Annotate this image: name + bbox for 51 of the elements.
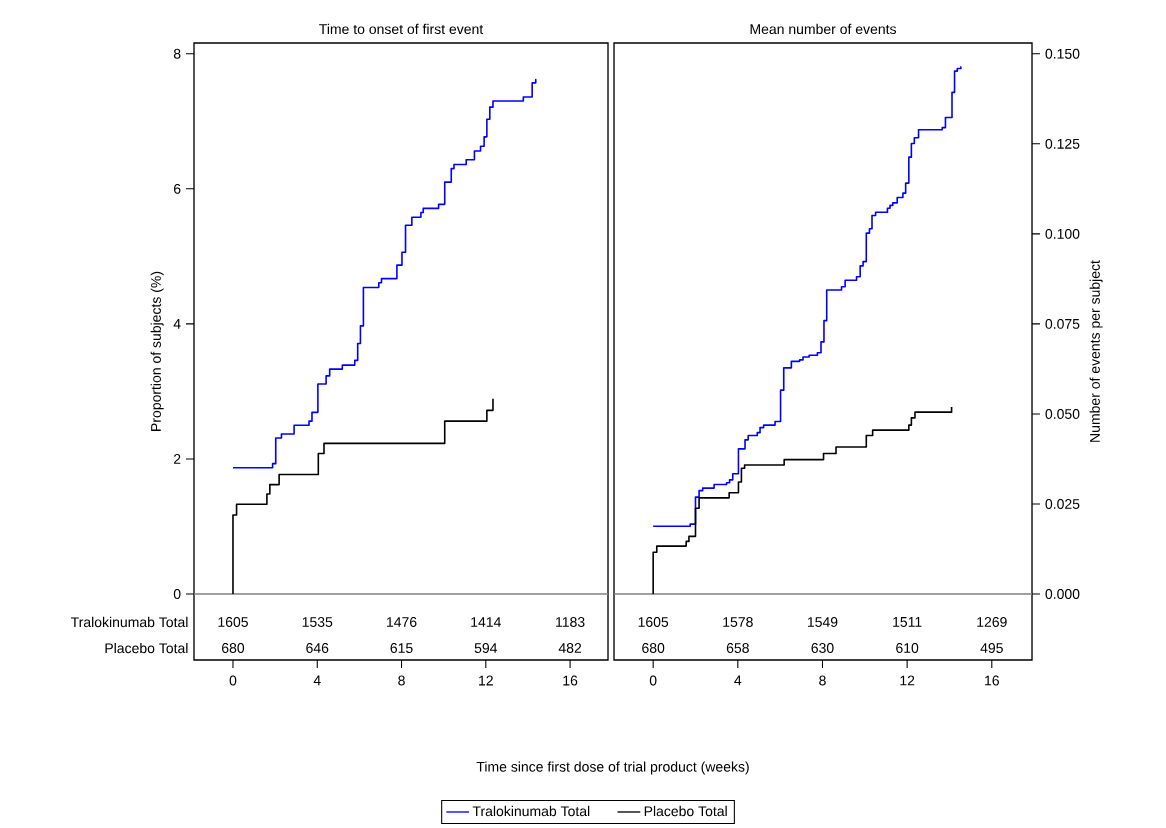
y-tick-label: 0.000 (1045, 589, 1080, 599)
chart-title: Time to onset of first event (319, 23, 484, 35)
y-axis-title: Number of events per subject (1089, 260, 1103, 442)
text: 680 (222, 643, 245, 653)
legend-label: Placebo Total (644, 805, 727, 817)
text: 1605 (638, 617, 669, 627)
x-tick-label: 0 (649, 675, 657, 686)
text: 615 (390, 643, 413, 653)
chart-title: Mean number of events (750, 23, 897, 35)
y-tick-label: 8 (173, 48, 181, 59)
text: 1269 (977, 617, 1007, 627)
x-tick-label: 12 (900, 675, 915, 686)
x-tick-label: 16 (563, 675, 578, 686)
text: 1535 (302, 617, 333, 627)
x-tick-label: 12 (479, 675, 493, 686)
text: Placebo Total (105, 642, 188, 654)
text: 646 (306, 643, 329, 653)
text: 482 (558, 643, 582, 653)
y-tick-label: 0.150 (1045, 48, 1080, 59)
text: 594 (474, 643, 498, 653)
y-tick-label: 0.025 (1045, 499, 1080, 509)
text: 1605 (218, 617, 248, 627)
text: 495 (980, 643, 1003, 653)
x-tick-label: 0 (229, 675, 237, 686)
y-tick-label: 0.075 (1045, 318, 1080, 329)
x-tick-label: 16 (985, 675, 999, 686)
text: 1183 (556, 617, 585, 627)
y-tick-label: 0.125 (1045, 138, 1080, 149)
x-tick-label: 8 (819, 675, 826, 686)
x-tick-label: 8 (398, 675, 405, 686)
text: 658 (726, 643, 749, 653)
x-axis-title: Time since first dose of trial product (weeks) (476, 761, 749, 775)
text: 1549 (807, 617, 838, 627)
y-tick-label: 4 (173, 319, 181, 329)
y-tick-label: 0 (173, 589, 181, 599)
text: Tralokinumab Total (70, 616, 188, 628)
text: 610 (896, 643, 919, 653)
text: 1414 (471, 617, 501, 627)
x-tick-label: 4 (313, 675, 321, 686)
y-tick-label: 0.050 (1045, 408, 1080, 419)
y-tick-label: 2 (173, 454, 181, 464)
x-tick-label: 4 (734, 675, 742, 686)
y-tick-label: 6 (173, 183, 181, 194)
text: 680 (642, 643, 665, 653)
legend-label: Tralokinumab Total (472, 805, 590, 817)
y-axis-title: Proportion of subjects (%) (150, 271, 164, 431)
text: 1476 (387, 617, 417, 627)
y-tick-label: 0.100 (1045, 228, 1080, 239)
text: 1511 (893, 617, 922, 627)
text: 1578 (723, 617, 753, 627)
text: 630 (811, 643, 834, 653)
